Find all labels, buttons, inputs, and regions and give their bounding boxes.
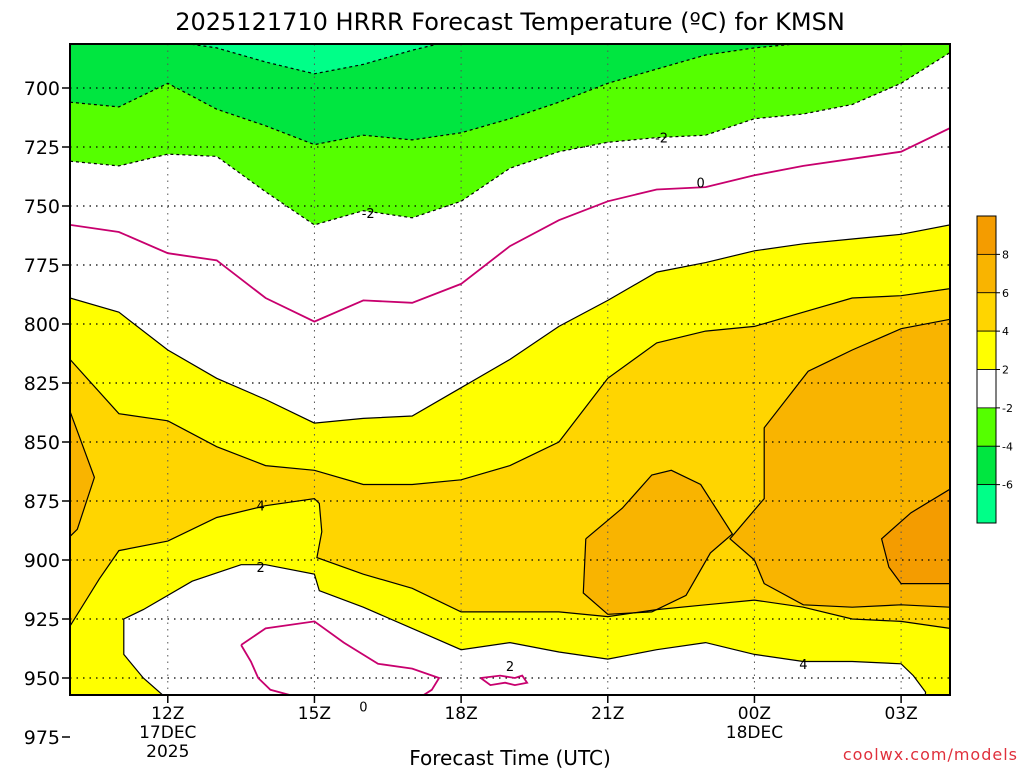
y-tick-label-750: 750 xyxy=(24,196,60,218)
watermark-text: coolwx.com/models xyxy=(843,745,1018,764)
contour-line-4-6 xyxy=(70,497,950,695)
y-tick-label-925: 925 xyxy=(24,609,60,631)
colorbar-label-6: 6 xyxy=(1002,287,1009,300)
y-tick-label-975: 975 xyxy=(24,727,60,749)
contour-fill-2-7 xyxy=(123,564,926,695)
colorbar-label-8: 8 xyxy=(1002,248,1009,261)
contour-line-0-13 xyxy=(70,127,950,323)
contour-label-6: 4 xyxy=(257,500,265,515)
colorbar-bin-8 xyxy=(976,215,997,255)
contour-label-1: -2 xyxy=(655,132,668,147)
y-tick-label-825: 825 xyxy=(24,373,60,395)
contour-line--6-12 xyxy=(185,44,441,75)
x-tick-label-00Z: 00Z xyxy=(738,704,771,724)
plot-frame xyxy=(69,43,951,696)
y-tick-label-775: 775 xyxy=(24,255,60,277)
contour-label-3: 0 xyxy=(359,700,367,715)
colorbar-bin--2 xyxy=(976,369,997,409)
y-tick-label-725: 725 xyxy=(24,137,60,159)
contour-label-4: 2 xyxy=(257,561,265,576)
contour-line-0-8 xyxy=(240,620,441,695)
colorbar-label--2: -2 xyxy=(1002,402,1013,415)
colorbar-bin--4 xyxy=(976,407,997,447)
y-tick-label-800: 800 xyxy=(24,314,60,336)
chart-title: 2025121710 HRRR Forecast Temperature (ºC… xyxy=(175,8,845,36)
colorbar-bin-6 xyxy=(976,253,997,294)
contour-label-5: 2 xyxy=(506,660,514,675)
contour-label-0: -2 xyxy=(362,207,375,222)
colorbar-label--6: -6 xyxy=(1002,479,1013,492)
x-tick-label-15Z: 15Z xyxy=(298,704,331,724)
contour-line--2-10 xyxy=(70,44,950,226)
y-tick-label-850: 850 xyxy=(24,432,60,454)
contour-label-7: 4 xyxy=(799,658,807,673)
contour-line-2-0 xyxy=(70,224,950,695)
contour-line-0-9 xyxy=(480,674,529,687)
contour-fill-8-5 xyxy=(881,489,950,584)
x-tick-sublabel-00Z-0: 18DEC xyxy=(726,723,783,743)
y-tick-label-700: 700 xyxy=(24,78,60,100)
y-tick-label-950: 950 xyxy=(24,668,60,690)
colorbar-bin-4 xyxy=(976,292,997,332)
contour-line-2-7 xyxy=(123,564,927,695)
contour-line-4-1 xyxy=(70,287,950,695)
colorbar-label-2: 2 xyxy=(1002,364,1009,377)
x-tick-sublabel-12Z-1: 2025 xyxy=(146,742,189,762)
contour-fill--6-12 xyxy=(189,44,438,74)
contour-line-6-2 xyxy=(70,411,96,537)
contour-fills xyxy=(70,44,950,695)
x-tick-label-03Z: 03Z xyxy=(884,704,917,724)
contour-line-6-3 xyxy=(582,469,734,615)
colorbar-bin-2 xyxy=(976,330,997,370)
contour-labels: -2 -2 0 0 2 2 4 4 xyxy=(257,132,808,716)
colorbar: 8 6 4 2 -2 -4 -6 xyxy=(976,215,1013,524)
y-tick-label-900: 900 xyxy=(24,550,60,572)
y-tick-label-875: 875 xyxy=(24,491,60,513)
contour-lines xyxy=(70,44,950,695)
colorbar-bin--8 xyxy=(976,484,997,524)
contour-fill-6-2 xyxy=(70,411,95,537)
x-tick-sublabel-12Z-0: 17DEC xyxy=(139,723,196,743)
x-tick-label-12Z: 12Z xyxy=(151,704,184,724)
colorbar-bin--6 xyxy=(976,445,997,486)
x-tick-label-18Z: 18Z xyxy=(444,704,477,724)
x-axis-title: Forecast Time (UTC) xyxy=(409,746,611,768)
colorbar-label--4: -4 xyxy=(1002,440,1013,453)
contour-line-8-5 xyxy=(880,488,950,585)
contour-fill--4-11 xyxy=(70,44,795,145)
contour-fill-6-3 xyxy=(583,470,733,615)
x-tick-label-21Z: 21Z xyxy=(591,704,624,724)
colorbar-label-4: 4 xyxy=(1002,325,1009,338)
contour-label-2: 0 xyxy=(697,176,705,191)
y-axis: 700 725 750 775 800 825 850 875 900 925 950 975 xyxy=(24,78,70,749)
grid-lines xyxy=(70,44,950,695)
contour-line-6-4 xyxy=(729,318,950,608)
